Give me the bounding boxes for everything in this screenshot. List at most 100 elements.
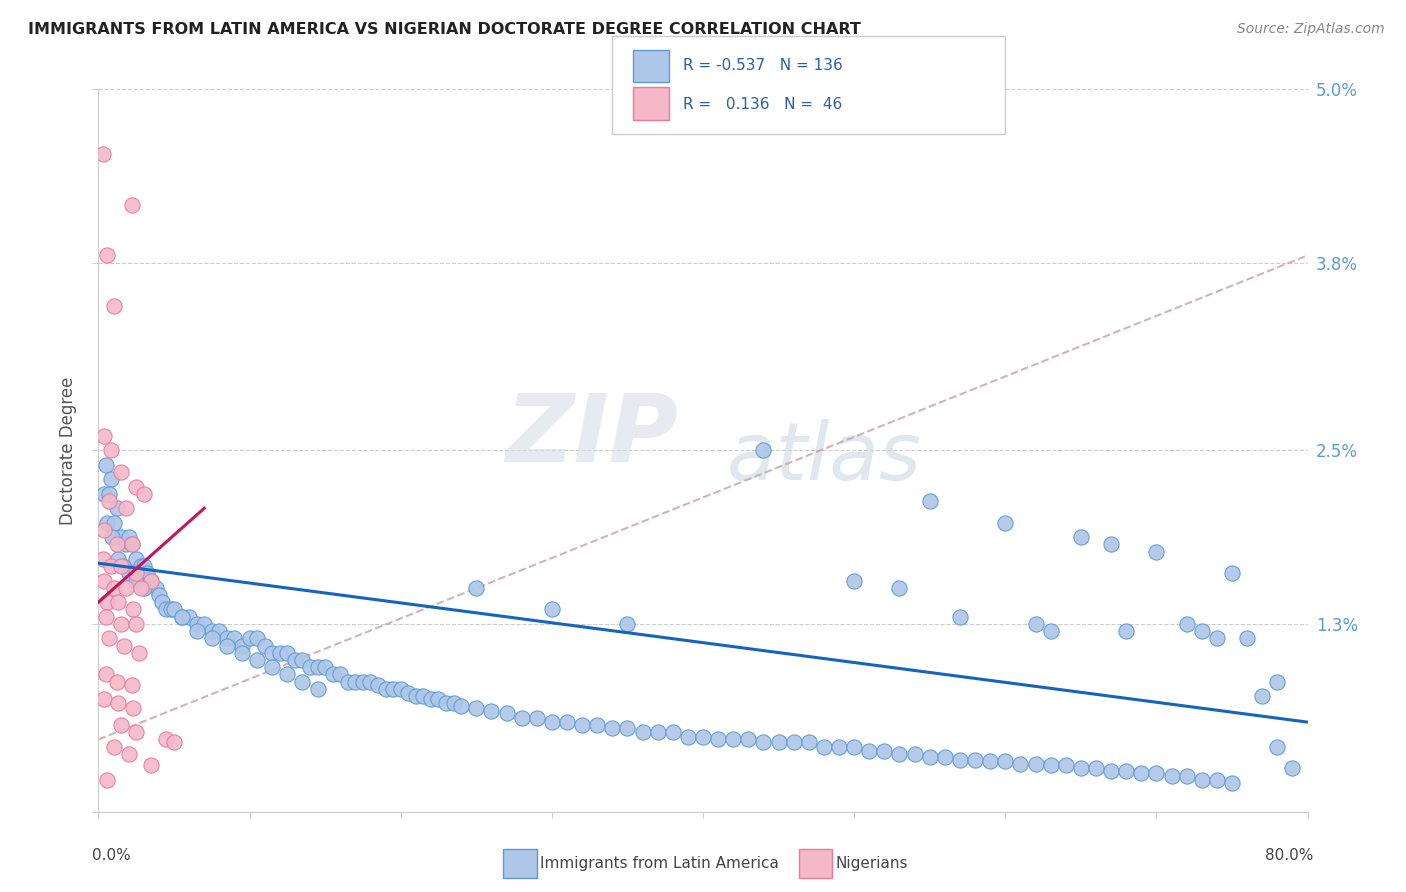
Point [114,537,136,551]
Point [103,581,125,595]
Text: Nigerians: Nigerians [835,856,908,871]
Point [96,248,118,262]
Point [1175,769,1198,783]
Point [889,747,911,761]
Point [374,681,396,696]
Point [752,735,775,749]
Point [91,551,114,566]
Point [616,721,638,735]
Point [1024,616,1046,631]
Point [1267,674,1289,689]
Point [145,581,167,595]
Point [420,692,443,706]
Point [555,715,578,730]
Point [1281,761,1303,775]
Point [382,681,405,696]
Point [918,749,941,764]
Point [129,559,152,574]
Point [481,704,503,718]
Point [110,718,132,732]
Point [111,559,134,574]
Point [1206,772,1229,787]
Point [105,537,128,551]
Point [602,721,624,735]
Point [246,653,269,667]
Point [93,692,115,706]
Point [299,660,322,674]
Point [100,559,122,574]
Point [100,443,122,458]
Point [93,523,115,537]
Text: R = -0.537   N = 136: R = -0.537 N = 136 [683,58,844,72]
Text: Source: ZipAtlas.com: Source: ZipAtlas.com [1237,22,1385,37]
Point [1070,761,1092,775]
Point [443,696,465,710]
Point [239,632,262,646]
Point [141,758,163,772]
Point [797,735,820,749]
Point [631,725,654,739]
Point [98,632,121,646]
Point [405,689,427,703]
Point [918,494,941,508]
Point [129,581,152,595]
Point [276,667,298,681]
Point [465,700,488,714]
Point [105,501,128,516]
Point [889,581,911,595]
Point [98,494,121,508]
Point [125,616,148,631]
Point [107,551,129,566]
Point [1220,776,1243,790]
Point [1085,761,1108,775]
Point [647,725,669,739]
Point [434,696,457,710]
Point [155,602,177,616]
Point [160,602,183,616]
Point [336,674,359,689]
Point [155,732,177,747]
Point [858,744,880,758]
Point [692,730,714,744]
Point [367,677,389,691]
Point [103,299,125,313]
Point [344,674,367,689]
Point [1070,530,1092,544]
Point [1236,632,1258,646]
Point [1146,544,1168,558]
Point [103,516,125,530]
Point [100,472,122,486]
Point [96,595,118,609]
Point [844,574,866,588]
Point [224,632,246,646]
Point [150,595,173,609]
Point [329,667,352,681]
Point [125,566,148,581]
Point [389,681,412,696]
Point [1267,739,1289,754]
Point [1115,624,1137,639]
Point [737,732,759,747]
Point [1039,758,1062,772]
Point [540,715,562,730]
Point [122,602,145,616]
Point [215,639,238,653]
Point [707,732,730,747]
Point [105,674,128,689]
Point [110,530,132,544]
Point [253,639,276,653]
Point [540,602,562,616]
Point [141,574,163,588]
Point [352,674,374,689]
Point [141,574,163,588]
Point [284,653,307,667]
Point [1191,624,1213,639]
Point [965,753,987,767]
Point [412,689,434,703]
Point [1191,772,1213,787]
Point [262,660,284,674]
Point [163,602,186,616]
Point [201,624,224,639]
Point [291,653,314,667]
Point [1130,765,1153,780]
